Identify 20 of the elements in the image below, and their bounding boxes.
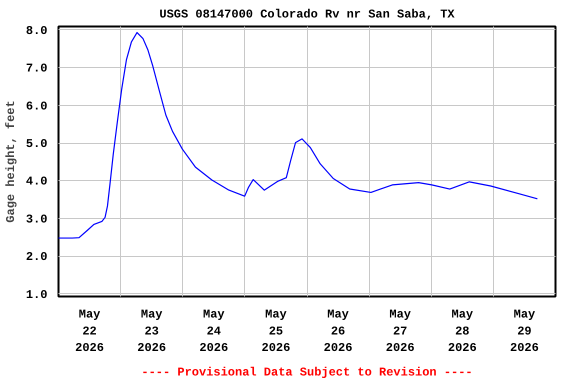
y-tick-label: 8.0 <box>26 24 48 38</box>
y-tick-label: 3.0 <box>26 212 48 226</box>
chart-title: USGS 08147000 Colorado Rv nr San Saba, TX <box>159 8 456 22</box>
x-tick-label: May 28 2026 <box>448 308 477 356</box>
x-tick-label: May 24 2026 <box>199 308 228 356</box>
x-tick-label: May 22 2026 <box>75 308 104 356</box>
y-tick-label: 5.0 <box>26 137 48 152</box>
y-tick-label: 1.0 <box>26 288 48 302</box>
line-series <box>58 32 538 239</box>
y-tick-label: 4.0 <box>26 174 48 189</box>
y-tick-label: 6.0 <box>26 99 48 114</box>
y-axis-title: Gage height, feet <box>4 100 18 223</box>
y-tick-label: 7.0 <box>26 62 48 76</box>
x-tick-label: May 27 2026 <box>386 308 415 356</box>
x-tick-label: May 29 2026 <box>510 308 539 356</box>
y-tick-label: 2.0 <box>26 250 48 264</box>
x-tick-label: May 25 2026 <box>262 308 290 356</box>
text: ---- Provisional Data Subject to Revision ---- <box>141 366 473 380</box>
x-tick-label: May 26 2026 <box>324 308 352 356</box>
x-tick-label: May 23 2026 <box>137 308 166 356</box>
